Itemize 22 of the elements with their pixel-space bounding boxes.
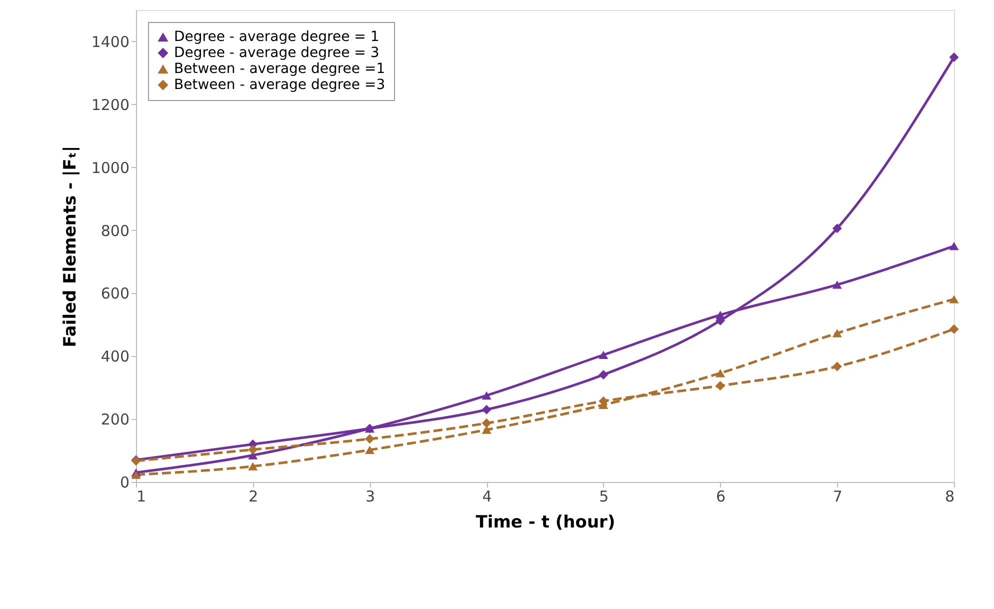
x-tick-label: 3 <box>365 488 375 506</box>
x-tick-label: 1 <box>136 488 146 506</box>
legend-label: Degree - average degree = 3 <box>174 45 380 61</box>
legend-label: Between - average degree =1 <box>174 61 386 77</box>
x-axis-title: Time - t (hour) <box>476 512 616 532</box>
x-tick-label: 7 <box>832 488 842 506</box>
legend-label: Between - average degree =3 <box>174 77 386 93</box>
legend-label: Degree - average degree = 1 <box>174 29 380 45</box>
y-tick-label: 1200 <box>91 96 130 114</box>
x-tick-label: 2 <box>248 488 258 506</box>
y-tick-label: 600 <box>100 284 130 303</box>
x-tick-label: 8 <box>944 488 954 506</box>
y-tick-label: 400 <box>100 348 130 366</box>
x-tick-label: 4 <box>482 488 492 506</box>
y-tick-label: 800 <box>100 222 130 240</box>
y-tick-label: 200 <box>100 410 130 429</box>
y-tick-label: 0 <box>120 474 130 492</box>
y-tick-label: 1000 <box>91 158 130 177</box>
x-tick-label: 6 <box>716 488 726 506</box>
y-axis-title: Failed Elements - |Fₜ| <box>60 146 80 348</box>
x-tick-label: 5 <box>599 488 609 506</box>
y-tick-label: 1400 <box>91 32 130 51</box>
